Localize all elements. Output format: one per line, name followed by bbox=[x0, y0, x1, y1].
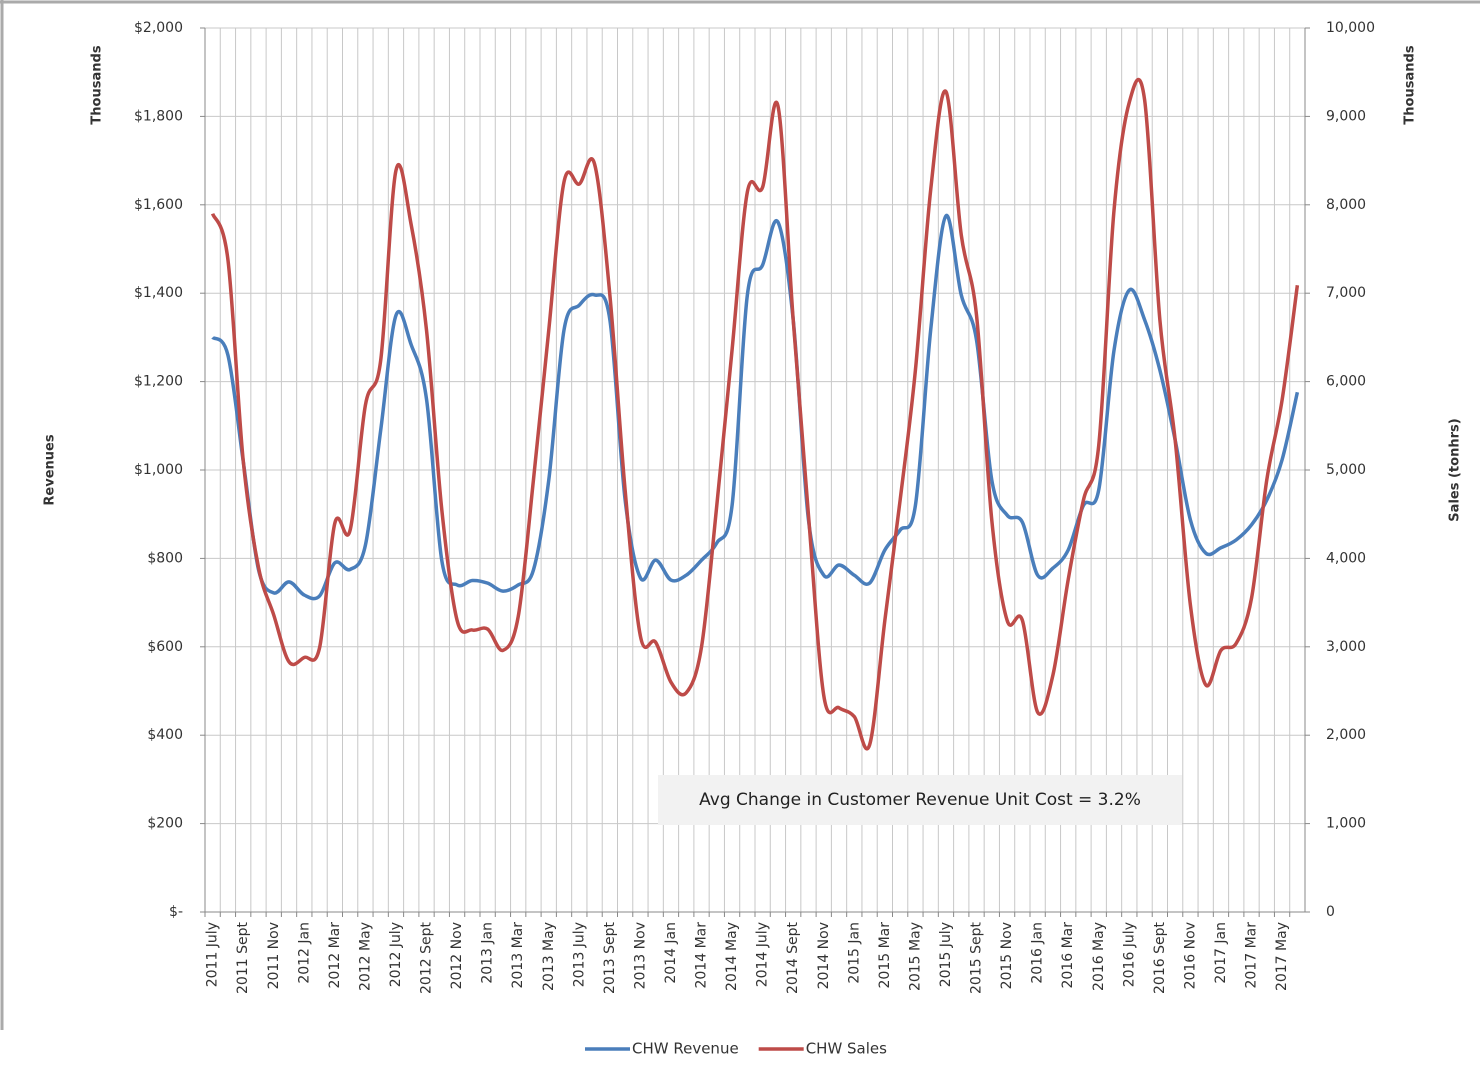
x-tick-label: 2015 July bbox=[938, 922, 954, 987]
y-tick-label: $1,000 bbox=[134, 462, 183, 478]
x-tick-label: 2016 Mar bbox=[1060, 922, 1076, 989]
x-tick-label: 2016 May bbox=[1091, 922, 1107, 991]
x-tick-label: 2011 July bbox=[205, 922, 221, 987]
x-tick-label: 2014 Jan bbox=[663, 922, 679, 984]
x-tick-label: 2015 Sept bbox=[969, 922, 985, 994]
series-line bbox=[210, 77, 1300, 751]
y-axis-label: Revenues bbox=[43, 434, 58, 505]
y2-tick-label: 8,000 bbox=[1326, 197, 1366, 213]
x-tick-label: 2012 May bbox=[357, 922, 373, 991]
y2-unit-label: Thousands bbox=[1403, 45, 1418, 124]
x-tick-label: 2014 July bbox=[755, 922, 771, 987]
y2-tick-label: 5,000 bbox=[1326, 462, 1366, 478]
y-tick-label: $1,600 bbox=[134, 197, 183, 213]
annotation-text: Avg Change in Customer Revenue Unit Cost… bbox=[699, 790, 1141, 810]
y-tick-label: $200 bbox=[147, 816, 183, 832]
x-tick-label: 2012 Mar bbox=[327, 922, 343, 989]
y-tick-label: $1,200 bbox=[134, 374, 183, 390]
x-tick-label: 2016 Sept bbox=[1152, 922, 1168, 994]
x-tick-label: 2013 Mar bbox=[510, 922, 526, 989]
x-tick-label: 2015 Nov bbox=[999, 922, 1015, 989]
y2-tick-label: 7,000 bbox=[1326, 285, 1366, 301]
x-tick-label: 2014 May bbox=[724, 922, 740, 991]
x-tick-label: 2015 May bbox=[907, 922, 923, 991]
x-tick-label: 2013 May bbox=[541, 922, 557, 991]
x-tick-label: 2011 Sept bbox=[235, 922, 251, 994]
x-tick-label: 2014 Sept bbox=[785, 922, 801, 994]
x-tick-label: 2012 Nov bbox=[449, 922, 465, 989]
legend-label: CHW Sales bbox=[806, 1040, 887, 1058]
x-tick-label: 2016 Jan bbox=[1030, 922, 1046, 984]
y2-tick-label: 6,000 bbox=[1326, 374, 1366, 390]
y-tick-label: $- bbox=[169, 904, 183, 920]
x-tick-label: 2017 Jan bbox=[1213, 922, 1229, 984]
y2-tick-label: 3,000 bbox=[1326, 639, 1366, 655]
y-tick-label: $1,800 bbox=[134, 108, 183, 124]
y-tick-label: $400 bbox=[147, 727, 183, 743]
x-tick-label: 2016 July bbox=[1121, 922, 1137, 987]
series-line bbox=[211, 214, 1300, 601]
x-tick-label: 2017 Mar bbox=[1244, 922, 1260, 989]
x-tick-label: 2012 Jan bbox=[296, 922, 312, 984]
y-unit-label: Thousands bbox=[90, 45, 105, 124]
x-tick-label: 2013 Nov bbox=[632, 922, 648, 989]
y2-axis-label: Sales (tonhrs) bbox=[1448, 418, 1463, 521]
y-tick-label: $1,400 bbox=[134, 285, 183, 301]
y2-tick-label: 2,000 bbox=[1326, 727, 1366, 743]
y-tick-label: $800 bbox=[147, 550, 183, 566]
y2-tick-label: 1,000 bbox=[1326, 816, 1366, 832]
x-tick-label: 2015 Mar bbox=[877, 922, 893, 989]
y2-tick-label: 0 bbox=[1326, 904, 1335, 920]
x-tick-label: 2014 Nov bbox=[816, 922, 832, 989]
y2-tick-label: 9,000 bbox=[1326, 108, 1366, 124]
y2-tick-label: 10,000 bbox=[1326, 20, 1375, 36]
x-tick-label: 2017 May bbox=[1274, 922, 1290, 991]
x-tick-label: 2013 Jan bbox=[480, 922, 496, 984]
x-tick-label: 2016 Nov bbox=[1182, 922, 1198, 989]
legend-label: CHW Revenue bbox=[632, 1040, 739, 1058]
annotation-box bbox=[658, 775, 1182, 825]
x-tick-label: 2012 July bbox=[388, 922, 404, 987]
x-tick-label: 2015 Jan bbox=[846, 922, 862, 984]
y-tick-label: $2,000 bbox=[134, 20, 183, 36]
y2-tick-label: 4,000 bbox=[1326, 550, 1366, 566]
annotation: Avg Change in Customer Revenue Unit Cost… bbox=[658, 775, 1182, 825]
x-tick-label: 2013 Sept bbox=[602, 922, 618, 994]
x-tick-label: 2013 July bbox=[571, 922, 587, 987]
y-tick-label: $600 bbox=[147, 639, 183, 655]
x-tick-label: 2011 Nov bbox=[266, 922, 282, 989]
x-tick-label: 2012 Sept bbox=[419, 922, 435, 994]
x-tick-label: 2014 Mar bbox=[694, 922, 710, 989]
